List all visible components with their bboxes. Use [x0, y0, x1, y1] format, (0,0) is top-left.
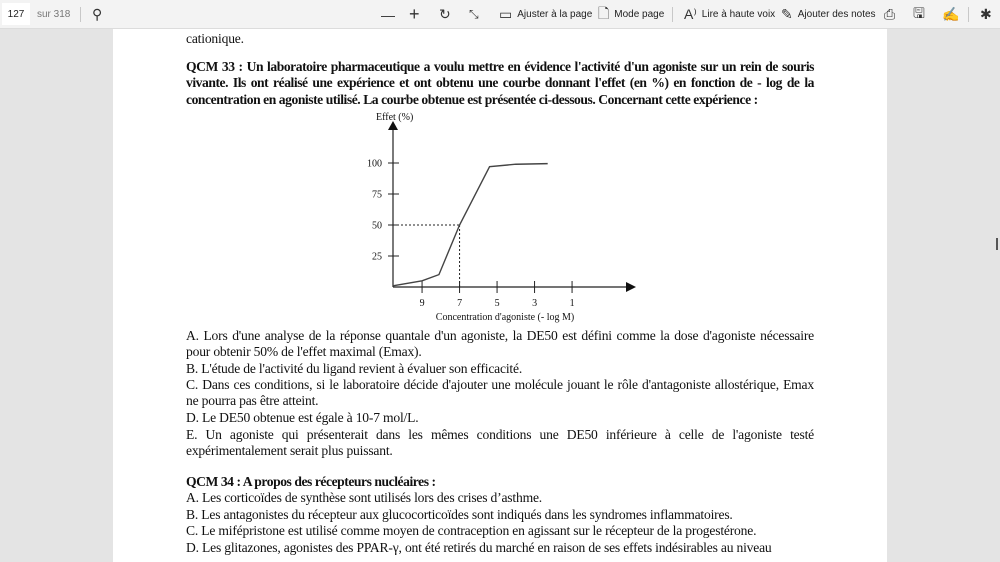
fit-page-button[interactable]: ▭ Ajuster à la page [499, 0, 592, 29]
qcm33-option-c: C. Dans ces conditions, si le laboratoir… [186, 377, 814, 409]
y-tick-label: 75 [372, 190, 382, 201]
read-aloud-icon: A⁾ [684, 6, 697, 22]
qcm33-option-a: A. Lors d'une analyse de la réponse quan… [186, 328, 814, 360]
x-tick-label: 1 [570, 298, 575, 309]
pen-icon: ✎ [781, 6, 793, 22]
qcm33-title: QCM 33 : Un laboratoire pharmaceutique a… [186, 59, 814, 107]
x-tick-label: 7 [457, 298, 462, 309]
zoom-out-icon[interactable]: — [381, 6, 395, 23]
y-axis-label: Effet (%) [376, 112, 413, 123]
collapse-icon[interactable]: ⤡ [469, 7, 479, 21]
qcm34-option-d: D. Les glitazones, agonistes des PPAR-γ,… [186, 540, 772, 555]
save-icon[interactable]: 🖫 [913, 4, 925, 21]
x-axis-arrow [626, 282, 636, 292]
read-aloud-button[interactable]: A⁾ Lire à haute voix [684, 0, 775, 29]
qcm34-title: QCM 34 : A propos des récepteurs nucléai… [186, 474, 436, 489]
save-as-icon[interactable]: ✍ [942, 6, 960, 22]
page-total: sur 318 [37, 9, 71, 20]
x-tick-label: 5 [495, 298, 500, 309]
add-notes-label: Ajouter des notes [797, 9, 876, 20]
page-mode-button[interactable]: 🗋 Mode page [598, 0, 664, 29]
y-tick-label: 25 [372, 252, 382, 263]
x-tick-label: 9 [420, 298, 425, 309]
page-number-input[interactable]: 127 [2, 3, 30, 25]
qcm34-option-b: B. Les antagonistes du récepteur aux glu… [186, 507, 733, 522]
qcm33-option-d: D. Le DE50 obtenue est égale à 10-7 mol/… [186, 410, 419, 425]
pdf-toolbar: 127 sur 318 ⚲ — + ↻ ⤡ ▭ Ajuster à la page… [0, 0, 1000, 29]
pin-icon[interactable]: ✱ [980, 6, 992, 22]
qcm33-option-e: E. Un agoniste qui présenterait dans les… [186, 427, 814, 459]
previous-text: cationique. [186, 31, 244, 46]
fit-page-icon: ▭ [499, 6, 513, 22]
add-notes-button[interactable]: ✎ Ajouter des notes [781, 0, 876, 29]
x-axis-label: Concentration d'agoniste (- log M) [436, 312, 574, 323]
read-aloud-label: Lire à haute voix [701, 9, 776, 20]
page-icon: 🗋 [598, 4, 610, 21]
qcm34-option-a: A. Les corticoïdes de synthèse sont util… [186, 490, 542, 505]
page-mode-label: Mode page [614, 9, 665, 20]
y-tick-label: 100 [367, 159, 382, 170]
rotate-icon[interactable]: ↻ [439, 6, 451, 22]
search-icon[interactable]: ⚲ [92, 6, 103, 22]
series-line [392, 162, 548, 287]
scrollbar[interactable] [996, 238, 998, 250]
zoom-in-icon[interactable]: + [409, 4, 420, 24]
fit-page-label: Ajuster à la page [517, 9, 593, 20]
qcm34-option-c: C. Le mifépristone est utilisé comme moy… [186, 523, 757, 538]
x-tick-label: 3 [532, 298, 537, 309]
y-tick-label: 50 [372, 221, 382, 232]
qcm33-option-b: B. L'étude de l'activité du ligand revie… [186, 361, 523, 376]
print-icon[interactable]: ⎙ [884, 6, 896, 22]
y-axis-arrow [388, 121, 398, 130]
pdf-page [113, 29, 887, 562]
